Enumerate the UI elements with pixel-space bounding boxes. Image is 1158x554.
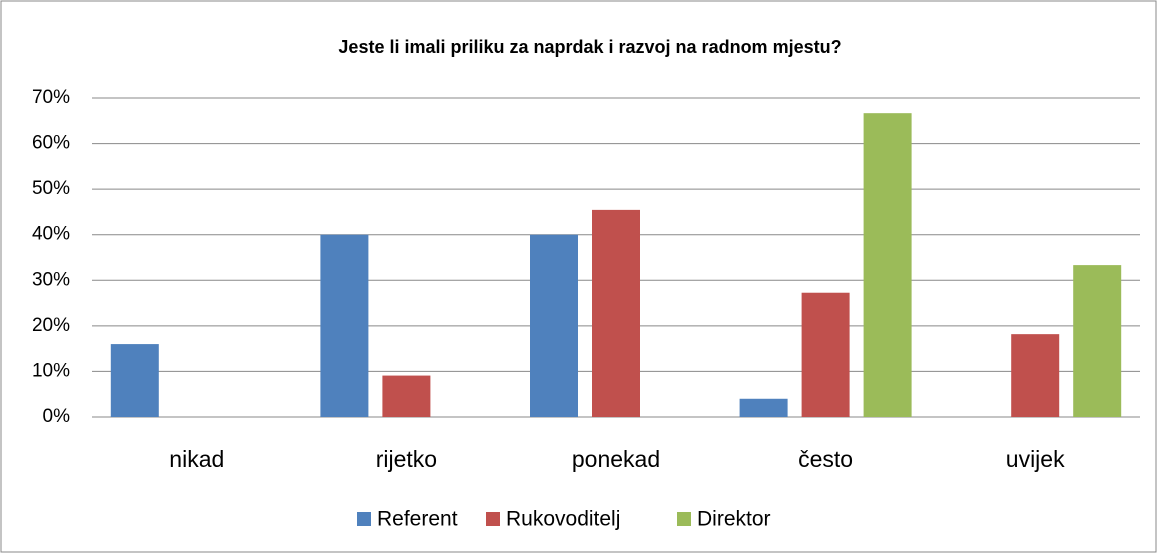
- bar: [110, 344, 159, 417]
- bar: [320, 234, 369, 417]
- bar: [592, 209, 640, 417]
- y-tick-label: 0%: [43, 406, 71, 427]
- bar: [1073, 265, 1122, 417]
- chart-title: Jeste li imali priliku za naprdak i razv…: [338, 37, 841, 57]
- legend-swatch: [486, 512, 500, 526]
- legend-label: Referent: [377, 508, 458, 531]
- y-tick-label: 40%: [32, 224, 70, 245]
- y-tick-label: 60%: [32, 133, 70, 154]
- y-tick-label: 20%: [32, 315, 70, 336]
- x-tick-label: uvijek: [1006, 446, 1065, 472]
- bar: [1011, 334, 1060, 417]
- bar: [801, 292, 850, 417]
- x-tick-label: rijetko: [376, 446, 437, 472]
- y-tick-label: 50%: [32, 178, 70, 199]
- bar: [739, 398, 788, 417]
- bar: [530, 234, 578, 417]
- y-tick-label: 30%: [32, 269, 70, 290]
- x-tick-label: često: [798, 446, 853, 472]
- y-tick-label: 70%: [32, 87, 70, 108]
- y-tick-label: 10%: [32, 360, 70, 381]
- bar: [863, 113, 912, 417]
- x-tick-label: ponekad: [572, 446, 660, 472]
- bar: [382, 375, 431, 417]
- legend-swatch: [677, 512, 691, 526]
- legend-label: Direktor: [697, 508, 771, 531]
- legend-swatch: [357, 512, 371, 526]
- x-tick-label: nikad: [169, 446, 224, 472]
- legend-label: Rukovoditelj: [506, 508, 620, 531]
